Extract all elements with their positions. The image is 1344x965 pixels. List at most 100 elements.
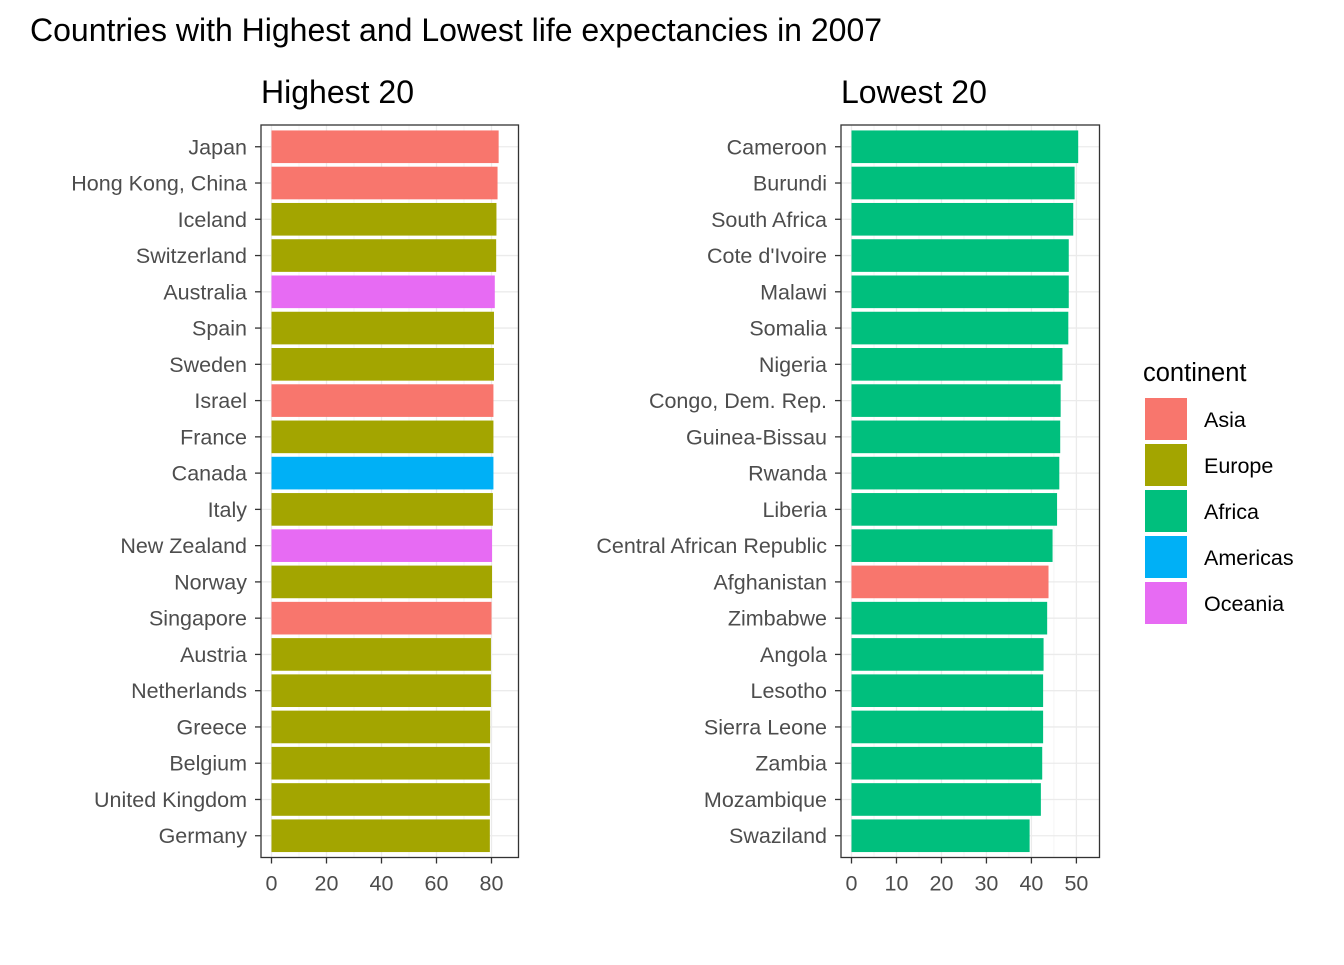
bar-angola (851, 638, 1044, 671)
y-tick-label: United Kingdom (94, 788, 247, 812)
chart-title: Countries with Highest and Lowest life e… (30, 12, 882, 48)
bar-cote-d-ivoire (851, 239, 1069, 272)
bar-netherlands (271, 674, 491, 708)
x-tick-label: 40 (370, 872, 394, 896)
y-tick-label: Mozambique (704, 788, 827, 812)
y-tick-label: Hong Kong, China (71, 172, 247, 196)
y-tick-label: Somalia (749, 317, 827, 341)
y-tick-label: Germany (159, 824, 248, 848)
y-tick-label: Singapore (149, 607, 247, 631)
bar-greece (271, 710, 491, 744)
legend-label-americas: Americas (1204, 546, 1294, 570)
legend-key-americas (1145, 536, 1187, 578)
bars (271, 130, 499, 853)
bar-germany (271, 819, 490, 853)
y-tick-label: Angola (760, 643, 827, 667)
panel-lowest-20: Lowest 20 Cameroon Burundi South Africa Cot… (596, 74, 1101, 896)
y-tick-label: Japan (188, 135, 247, 159)
x-tick-label: 20 (930, 872, 954, 896)
bar-sweden (271, 348, 494, 381)
bar-mozambique (851, 783, 1041, 816)
legend: continent Asia Europe Africa Americas Oceani… (1143, 359, 1294, 624)
x-tick-label: 80 (480, 872, 504, 896)
y-tick-label: New Zealand (120, 534, 247, 558)
y-tick-label: Guinea-Bissau (686, 425, 827, 449)
x-axis: 0 10 20 30 40 50 (846, 857, 1088, 896)
bar-france (271, 420, 494, 454)
y-tick-label: Canada (172, 462, 247, 486)
y-tick-label: Iceland (178, 208, 247, 232)
bar-nigeria (851, 348, 1063, 381)
panel-highest-20: Highest 20 Japan Hong Kong, China Iceland S… (71, 74, 520, 896)
bar-canada (271, 456, 494, 490)
bar-australia (271, 275, 495, 309)
y-tick-label: Swaziland (729, 824, 827, 848)
x-tick-label: 60 (425, 872, 449, 896)
legend-label-oceania: Oceania (1204, 592, 1284, 616)
y-tick-label: Netherlands (131, 679, 247, 703)
y-tick-label: Zimbabwe (728, 607, 827, 631)
bar-hong-kong-china (271, 166, 498, 200)
legend-key-europe (1145, 444, 1187, 486)
y-tick-label: Lesotho (750, 679, 827, 703)
y-tick-label: Greece (176, 715, 247, 739)
y-axis: Cameroon Burundi South Africa Cote d'Ivoire… (596, 135, 841, 848)
y-tick-label: Belgium (169, 752, 247, 776)
bar-iceland (271, 202, 497, 236)
x-tick-label: 10 (885, 872, 909, 896)
y-tick-label: Afghanistan (713, 570, 827, 594)
bar-guinea-bissau (851, 420, 1061, 454)
y-tick-label: Cameroon (727, 135, 827, 159)
bar-new-zealand (271, 529, 493, 562)
bar-switzerland (271, 239, 497, 272)
bar-austria (271, 638, 491, 671)
bar-swaziland (851, 819, 1030, 853)
bar-zambia (851, 746, 1043, 780)
y-tick-label: Congo, Dem. Rep. (649, 389, 827, 413)
bars (851, 130, 1079, 853)
panel-border (840, 124, 1101, 859)
bar-united-kingdom (271, 783, 490, 816)
y-tick-label: Central African Republic (596, 534, 827, 558)
y-tick-label: South Africa (711, 208, 827, 232)
legend-label-africa: Africa (1204, 500, 1259, 524)
y-tick-label: Liberia (762, 498, 827, 522)
y-tick-label: Italy (208, 498, 248, 522)
y-tick-label: Austria (180, 643, 247, 667)
x-tick-label: 40 (1019, 872, 1043, 896)
legend-key-oceania (1145, 582, 1187, 624)
legend-title: continent (1143, 359, 1247, 387)
bar-malawi (851, 275, 1069, 309)
legend-key-asia (1145, 398, 1187, 440)
bar-central-african-republic (851, 529, 1053, 562)
y-tick-label: Cote d'Ivoire (707, 244, 827, 268)
bar-japan (271, 130, 499, 164)
y-tick-label: Australia (163, 280, 247, 304)
y-tick-label: Switzerland (136, 244, 247, 268)
y-tick-label: Nigeria (759, 353, 827, 377)
y-axis: Japan Hong Kong, China Iceland Switzerland A… (71, 135, 261, 848)
x-axis: 0 20 40 60 80 (266, 857, 504, 896)
y-tick-label: Spain (192, 317, 247, 341)
y-tick-label: Sweden (169, 353, 247, 377)
bar-burundi (851, 166, 1075, 200)
legend-key-africa (1145, 490, 1187, 532)
x-tick-label: 20 (315, 872, 339, 896)
bar-south-africa (851, 202, 1074, 236)
bar-liberia (851, 493, 1058, 526)
panel-title-lowest: Lowest 20 (841, 74, 987, 110)
bar-italy (271, 493, 493, 526)
legend-label-asia: Asia (1204, 408, 1246, 432)
legend-label-europe: Europe (1204, 454, 1273, 478)
y-tick-label: Norway (174, 570, 247, 594)
y-tick-label: Rwanda (748, 462, 827, 486)
bar-lesotho (851, 674, 1044, 708)
x-tick-label: 0 (846, 872, 858, 896)
bar-afghanistan (851, 565, 1049, 599)
bar-somalia (851, 311, 1069, 345)
panel-title-highest: Highest 20 (261, 74, 414, 110)
bar-rwanda (851, 456, 1060, 490)
x-tick-label: 0 (266, 872, 278, 896)
